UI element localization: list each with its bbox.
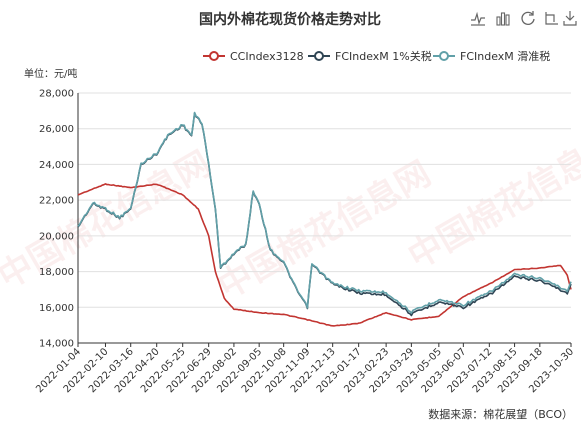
data-view-icon[interactable] — [470, 10, 486, 26]
series-layer — [77, 111, 572, 327]
watermark-text: 中国棉花信息网 — [211, 154, 437, 308]
legend-swatch-marker — [209, 51, 219, 61]
y-tick-label: 14,000 — [39, 339, 74, 350]
legend: CCIndex3128 FCIndexM 1%关税 FCIndexM 滑准税 — [203, 49, 550, 63]
series-line-0 — [77, 183, 572, 327]
x-axis: 2022-01-042022-02-102022-03-162022-04-20… — [34, 342, 576, 395]
legend-swatch-marker — [314, 51, 324, 61]
chart-title: 国内外棉花现货价格走势对比 — [199, 11, 381, 28]
y-tick-label: 28,000 — [39, 89, 74, 100]
toolbox — [470, 10, 577, 26]
series-line-2 — [77, 111, 572, 314]
y-tick-label: 26,000 — [39, 124, 74, 135]
legend-item[interactable]: FCIndexM 1%关税 — [308, 49, 432, 63]
legend-item[interactable]: CCIndex3128 — [203, 50, 304, 63]
restore-icon[interactable] — [543, 10, 559, 26]
save-image-icon[interactable] — [563, 10, 577, 26]
y-axis: 14,000 16,000 18,000 20,000 22,000 24,000 26,0… — [39, 89, 79, 350]
data-source: 数据来源：棉花展望（BCO） — [428, 407, 573, 421]
y-tick-label: 16,000 — [39, 303, 74, 314]
bar-chart-icon[interactable] — [495, 10, 511, 26]
y-tick-label: 22,000 — [39, 196, 74, 207]
legend-label: CCIndex3128 — [230, 50, 304, 63]
legend-label: FCIndexM 滑准税 — [460, 49, 550, 63]
y-tick-label: 24,000 — [39, 160, 74, 171]
y-tick-label: 20,000 — [39, 231, 74, 242]
legend-swatch-marker — [439, 51, 449, 61]
legend-label: FCIndexM 1%关税 — [335, 49, 432, 63]
refresh-icon[interactable] — [520, 10, 536, 26]
watermark-text: 中国棉花信息网 — [0, 144, 218, 298]
y-axis-unit: 单位：元/吨 — [24, 67, 77, 80]
legend-item[interactable]: FCIndexM 滑准税 — [433, 49, 550, 63]
y-tick-label: 18,000 — [39, 267, 74, 278]
